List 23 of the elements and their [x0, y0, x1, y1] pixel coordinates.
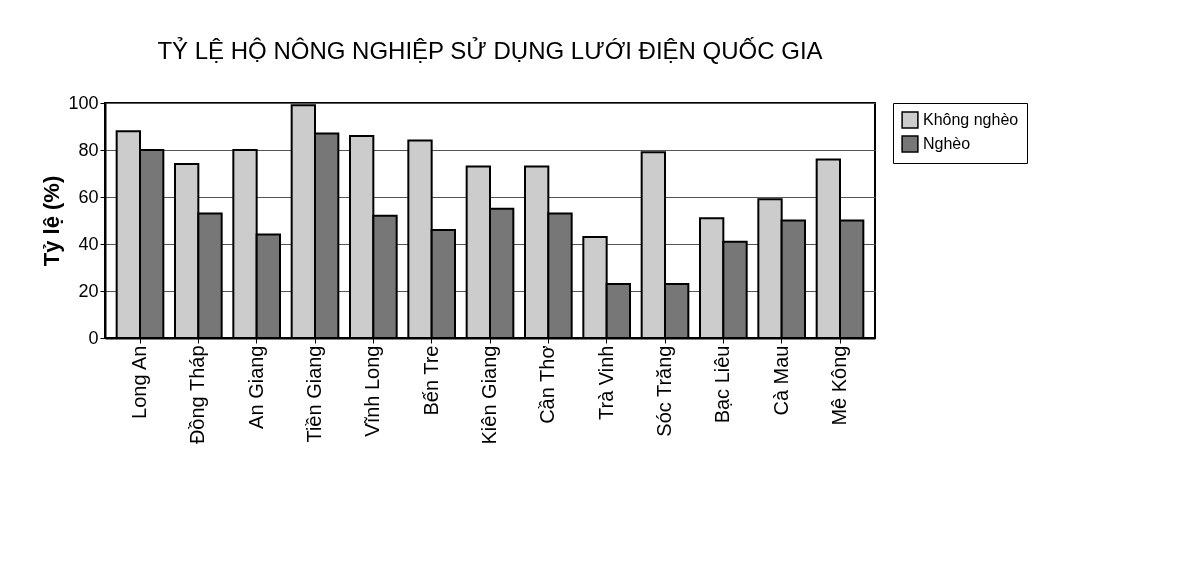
y-tick-label: 40: [78, 233, 99, 254]
x-tick-label: Đồng Tháp: [186, 345, 209, 445]
legend-label: Không nghèo: [923, 111, 1019, 128]
x-tick-label: Cần Thơ: [536, 345, 559, 424]
x-tick-label: Bến Tre: [419, 345, 442, 416]
x-tick-label: Cà Mau: [769, 345, 792, 416]
x-tick-label: Mê Kông: [828, 345, 850, 426]
x-tick-label: Tiền Giang: [303, 345, 325, 443]
chart-title: TỶ LỆ HỘ NÔNG NGHIỆP SỬ DỤNG LƯỚI ĐIỆN QUỐC GIA: [157, 36, 823, 64]
y-tick-label: 20: [78, 280, 99, 301]
x-tick-label: Sóc Trăng: [653, 345, 675, 437]
y-tick-label: 100: [68, 92, 99, 113]
y-axis-title: Tỷ lệ (%): [39, 175, 65, 267]
x-tick-label: Long An: [128, 345, 150, 419]
y-tick-label: 80: [78, 139, 99, 160]
x-tick-label: Vĩnh Long: [361, 345, 384, 437]
legend-label: Nghèo: [923, 135, 971, 152]
x-tick-label: Bạc Liêu: [711, 345, 734, 424]
x-tick-label: An Giang: [244, 345, 267, 429]
x-tick-label: Kiên Giang: [478, 345, 500, 445]
y-tick-label: 60: [78, 186, 99, 207]
x-tick-label: Trà Vinh: [594, 345, 617, 420]
y-tick-label: 0: [88, 327, 99, 348]
